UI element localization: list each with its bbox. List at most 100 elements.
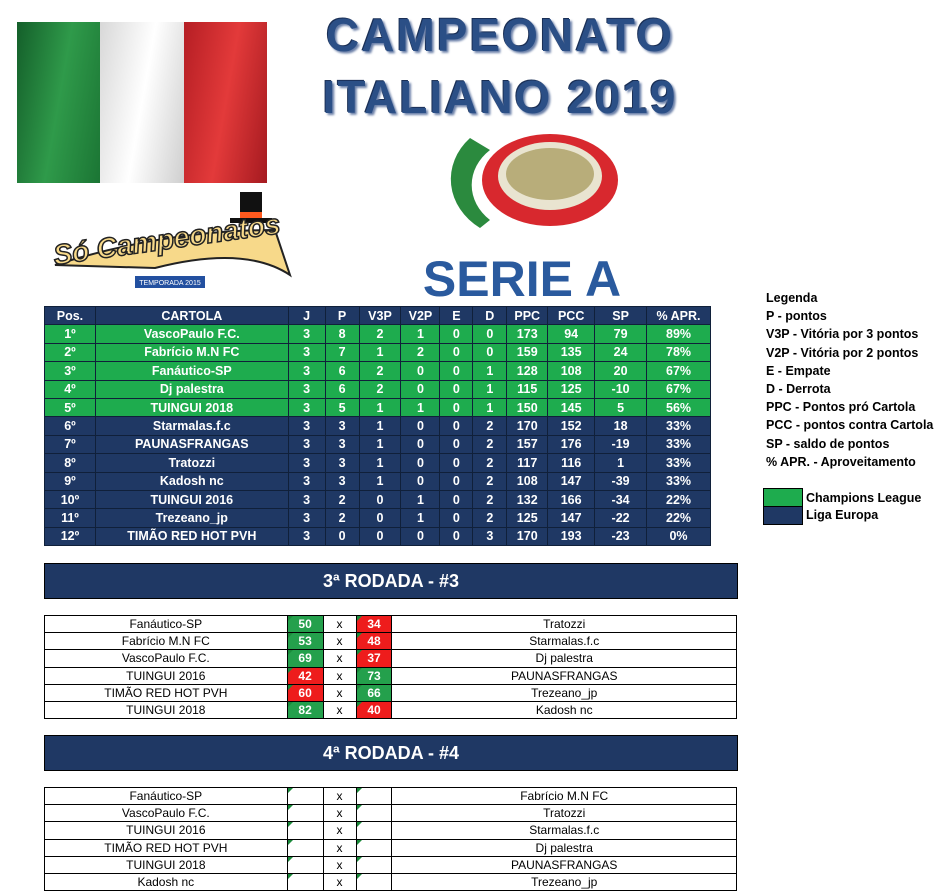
home-team: TUINGUI 2016 <box>44 821 288 840</box>
serie-a-logo: SERIE A <box>423 134 621 303</box>
stat-cell: 0 <box>358 489 402 510</box>
stat-cell: 3 <box>324 434 360 455</box>
away-team: Trezeano_jp <box>391 872 737 892</box>
stat-cell: 2 <box>400 342 441 363</box>
versus: x <box>322 838 357 857</box>
stat-cell: 159 <box>506 342 549 363</box>
stat-cell: 0 <box>439 471 474 491</box>
match-row: Fabrício M.N FC 53 x 48 Starmalas.f.c <box>44 632 737 651</box>
header-cell: Pos. <box>44 305 96 326</box>
stat-cell: 193 <box>547 526 596 547</box>
stat-cell: 0 <box>472 342 508 363</box>
table-row: 6º Starmalas.f.c 3 3 1 0 0 2 170 152 18 33% <box>44 416 711 436</box>
stat-cell: 108 <box>506 471 549 491</box>
stat-cell: 3 <box>324 471 360 491</box>
team-name: Fanáutico-SP <box>94 361 289 381</box>
team-name: TUINGUI 2016 <box>94 489 289 510</box>
stat-cell: 1 <box>472 361 508 381</box>
home-team: TIMÃO RED HOT PVH <box>44 838 288 857</box>
stat-cell: 2 <box>324 508 360 528</box>
home-score <box>286 838 324 857</box>
away-team: Starmalas.f.c <box>391 821 737 840</box>
match-row: TUINGUI 2016 x Starmalas.f.c <box>44 821 737 840</box>
stat-cell: 33% <box>646 453 711 473</box>
stat-cell: 2 <box>472 508 508 528</box>
away-score: 40 <box>355 700 393 720</box>
legend: Legenda P - pontos V3P - Vitória por 3 po… <box>766 289 933 471</box>
stat-cell: -23 <box>594 526 648 547</box>
table-row: 7º PAUNASFRANGAS 3 3 1 0 0 2 157 176 -19 33% <box>44 434 711 455</box>
stat-cell: 0 <box>439 324 474 344</box>
stat-cell: 1 <box>358 342 402 363</box>
zone-liga-europa: Liga Europa <box>763 505 921 525</box>
stat-cell: 125 <box>547 379 596 399</box>
stat-cell: 1 <box>400 489 441 510</box>
table-row: 11º Trezeano_jp 3 2 0 1 0 2 125 147 -22 22% <box>44 508 711 528</box>
match-row: Fanáutico-SP 50 x 34 Tratozzi <box>44 614 737 634</box>
stat-cell: 0 <box>439 489 474 510</box>
stat-cell: 1 <box>472 397 508 418</box>
team-name: TIMÃO RED HOT PVH <box>94 526 289 547</box>
stat-cell: 12º <box>44 526 96 547</box>
stat-cell: 6 <box>324 379 360 399</box>
stat-cell: 0 <box>439 397 474 418</box>
home-score: 69 <box>286 649 324 668</box>
header-cell: D <box>472 305 508 326</box>
team-name: Fabrício M.N FC <box>94 342 289 363</box>
stat-cell: 147 <box>547 508 596 528</box>
home-team: Fanáutico-SP <box>44 614 288 634</box>
away-score <box>355 786 393 806</box>
team-name: Dj palestra <box>94 379 289 399</box>
header-cell: J <box>287 305 326 326</box>
round-3-header: 3ª RODADA - #3 <box>44 563 738 599</box>
table-row: 4º Dj palestra 3 6 2 0 0 1 115 125 -10 67% <box>44 379 711 399</box>
stat-cell: 0 <box>324 526 360 547</box>
table-row: 5º TUINGUI 2018 3 5 1 1 0 1 150 145 5 56% <box>44 397 711 418</box>
stat-cell: 1 <box>472 379 508 399</box>
stat-cell: 3 <box>472 526 508 547</box>
stat-cell: 33% <box>646 471 711 491</box>
stat-cell: 18 <box>594 416 648 436</box>
stat-cell: 22% <box>646 489 711 510</box>
stat-cell: 0 <box>439 361 474 381</box>
stat-cell: 3 <box>287 342 326 363</box>
team-name: VascoPaulo F.C. <box>94 324 289 344</box>
away-score: 34 <box>355 614 393 634</box>
stat-cell: 0 <box>358 526 402 547</box>
stat-cell: 3 <box>287 416 326 436</box>
stat-cell: 89% <box>646 324 711 344</box>
stat-cell: 56% <box>646 397 711 418</box>
home-team: TUINGUI 2016 <box>44 666 288 685</box>
home-team: Fanáutico-SP <box>44 786 288 806</box>
team-name: Tratozzi <box>94 453 289 473</box>
stat-cell: 0 <box>400 379 441 399</box>
away-team: Dj palestra <box>391 838 737 857</box>
title-line-2: ITALIANO 2019 <box>322 71 678 123</box>
stat-cell: 117 <box>506 453 549 473</box>
away-score <box>355 838 393 857</box>
versus: x <box>322 821 357 840</box>
table-row: 2º Fabrício M.N FC 3 7 1 2 0 0 159 135 24 78% <box>44 342 711 363</box>
stat-cell: 7º <box>44 434 96 455</box>
so-campeonatos-logo: Só Campeonatos TEMPORADA 2015 <box>51 192 292 288</box>
stat-cell: 1 <box>594 453 648 473</box>
zone-legend: Champions League Liga Europa <box>763 488 921 525</box>
stat-cell: 0 <box>439 342 474 363</box>
stat-cell: 128 <box>506 361 549 381</box>
versus: x <box>322 666 357 685</box>
stat-cell: 125 <box>506 508 549 528</box>
stat-cell: -22 <box>594 508 648 528</box>
stat-cell: 5º <box>44 397 96 418</box>
away-score <box>355 821 393 840</box>
stat-cell: 0 <box>439 379 474 399</box>
stat-cell: 0 <box>400 434 441 455</box>
stat-cell: 0 <box>439 453 474 473</box>
versus: x <box>322 700 357 720</box>
away-score <box>355 872 393 892</box>
liga-europa-swatch <box>763 505 803 525</box>
stat-cell: 3 <box>287 526 326 547</box>
stat-cell: 3 <box>287 453 326 473</box>
stat-cell: 132 <box>506 489 549 510</box>
stat-cell: -19 <box>594 434 648 455</box>
